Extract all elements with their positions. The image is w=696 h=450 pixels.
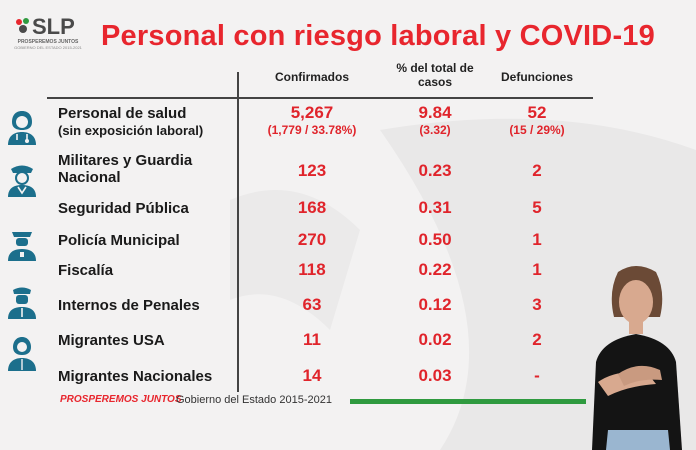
row-label-militares: Militares y Guardia Nacional: [58, 152, 193, 186]
footer-accent-line: [350, 399, 586, 404]
health-worker-icon: [8, 111, 36, 145]
value-confirmados-detail: (1,779 / 33.78%): [267, 123, 357, 137]
value-porcentaje: 0.03: [418, 366, 452, 385]
value-confirmados: 11: [303, 330, 321, 349]
header-confirmados: Confirmados: [274, 70, 349, 84]
military-icon: [8, 165, 36, 197]
row-label-seguridad-publica: Seguridad Pública: [58, 200, 189, 217]
footer-government: Gobierno del Estado 2015-2021: [176, 394, 332, 406]
slp-logo-mark-icon: [16, 18, 29, 33]
row-label-policia-municipal: Policía Municipal: [58, 232, 180, 249]
value-defunciones: -: [534, 366, 540, 385]
value-porcentaje: 0.31: [418, 198, 452, 217]
value-porcentaje-detail: (3.32): [419, 123, 451, 137]
value-defunciones: 1: [532, 260, 542, 279]
value-porcentaje: 9.84: [418, 103, 452, 122]
prison-guard-icon: [8, 287, 36, 319]
row-label-personal-salud: Personal de salud (sin exposición labora…: [58, 105, 204, 138]
value-confirmados: 5,267: [290, 103, 334, 122]
value-confirmados: 63: [302, 295, 322, 314]
value-defunciones: 1: [532, 230, 542, 249]
column-divider: [237, 72, 239, 392]
value-confirmados: 123: [297, 161, 327, 180]
value-defunciones: 2: [532, 161, 542, 180]
value-defunciones: 2: [532, 330, 542, 349]
value-defunciones: 3: [532, 295, 542, 314]
value-porcentaje: 0.02: [418, 330, 452, 349]
footer-brand: PROSPEREMOS JUNTOS: [60, 394, 182, 405]
value-defunciones-detail: (15 / 29%): [509, 123, 565, 137]
value-confirmados: 14: [302, 366, 322, 385]
value-porcentaje: 0.23: [418, 161, 452, 180]
migrant-icon: [8, 337, 36, 371]
row-label-internos-penales: Internos de Penales: [58, 297, 200, 314]
value-porcentaje: 0.22: [418, 260, 452, 279]
police-icon: [8, 232, 36, 261]
value-porcentaje: 0.12: [418, 295, 452, 314]
value-defunciones: 5: [532, 198, 542, 217]
logo-subline: GOBIERNO DEL ESTADO 2015-2021: [14, 45, 82, 50]
value-confirmados: 168: [297, 198, 327, 217]
value-confirmados: 118: [298, 260, 326, 279]
row-label-migrantes-nacionales: Migrantes Nacionales: [58, 368, 213, 385]
header-defunciones: Defunciones: [500, 70, 573, 84]
row-label-migrantes-usa: Migrantes USA: [58, 332, 165, 349]
slp-logo: SLP PROSPEREMOS JUNTOS GOBIERNO DEL ESTA…: [12, 14, 84, 52]
header-porcentaje: % del total de casos: [396, 61, 474, 89]
slide-title: Personal con riesgo laboral y COVID-19: [101, 20, 655, 52]
row-label-fiscalia: Fiscalía: [58, 262, 114, 279]
header-divider: [47, 97, 593, 99]
logo-name: SLP: [32, 14, 75, 39]
value-defunciones: 52: [527, 103, 547, 122]
logo-tagline: PROSPEREMOS JUNTOS: [17, 39, 79, 45]
sign-language-interpreter: [592, 266, 682, 450]
value-confirmados: 270: [297, 230, 327, 249]
value-porcentaje: 0.50: [418, 230, 452, 249]
